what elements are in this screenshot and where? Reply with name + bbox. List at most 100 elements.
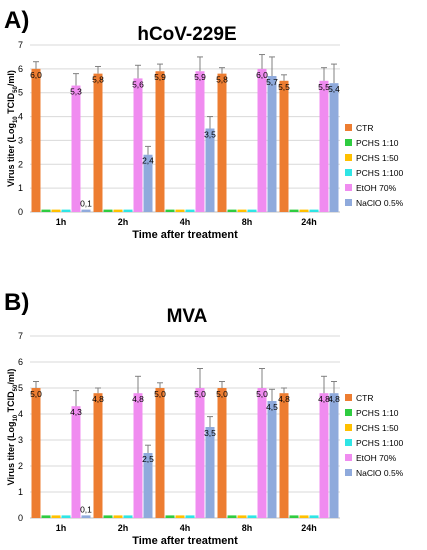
bar xyxy=(61,209,71,212)
x-tick-label: 4h xyxy=(180,523,191,533)
bar xyxy=(205,427,215,518)
data-label: 3,5 xyxy=(204,428,216,438)
bar xyxy=(123,209,133,212)
bar xyxy=(185,209,195,212)
y-tick-label: 0 xyxy=(18,513,23,523)
legend-label: PCHS 1:100 xyxy=(356,168,404,178)
bar xyxy=(175,515,185,518)
data-label: 3,5 xyxy=(204,130,216,140)
bar xyxy=(257,388,267,518)
bar xyxy=(267,76,277,212)
bar xyxy=(155,71,165,212)
bar xyxy=(113,515,123,518)
data-label: 0,1 xyxy=(80,199,92,209)
data-label: 6,0 xyxy=(30,70,42,80)
bar xyxy=(93,73,103,212)
bar xyxy=(103,209,113,212)
bar xyxy=(51,515,61,518)
y-tick-label: 6 xyxy=(18,357,23,367)
bar xyxy=(71,406,81,518)
bar xyxy=(195,388,205,518)
y-tick-label: 0 xyxy=(18,207,23,217)
bar xyxy=(143,154,153,212)
legend-swatch xyxy=(345,394,352,401)
legend-swatch xyxy=(345,124,352,131)
bar xyxy=(299,209,309,212)
bar xyxy=(329,393,339,518)
bar xyxy=(289,515,299,518)
legend-swatch xyxy=(345,469,352,476)
chart-panel-b: B) MVA 0 1 2 3 4 5 6 7 Virus titer (Log10 TCID50/m… xyxy=(4,289,404,547)
legend-label: PCHS 1:100 xyxy=(356,438,404,448)
bar xyxy=(279,80,289,213)
bar xyxy=(41,515,51,518)
bar xyxy=(185,515,195,518)
data-label: 4,8 xyxy=(318,394,330,404)
data-label: 5,5 xyxy=(318,82,330,92)
panel-letter: B) xyxy=(4,289,29,316)
data-label: 4,8 xyxy=(328,394,340,404)
legend-label: CTR xyxy=(356,123,373,133)
bar xyxy=(329,83,339,213)
data-label: 5,3 xyxy=(70,87,82,97)
legend-swatch xyxy=(345,169,352,176)
bar xyxy=(41,209,51,212)
y-tick-label: 3 xyxy=(18,135,23,145)
data-label: 4,5 xyxy=(266,402,278,412)
x-tick-label: 24h xyxy=(301,217,317,227)
bar xyxy=(123,515,133,518)
x-tick-label: 1h xyxy=(56,217,67,227)
legend-swatch xyxy=(345,424,352,431)
legend-swatch xyxy=(345,139,352,146)
y-tick-label: 1 xyxy=(18,183,23,193)
bar xyxy=(31,68,41,212)
bar xyxy=(81,209,91,212)
data-label: 6,0 xyxy=(256,70,268,80)
y-axis-label: Virus titer (Log10 TCID50/ml) xyxy=(6,70,19,187)
bar xyxy=(113,209,123,212)
x-axis-label: Time after treatment xyxy=(132,535,238,547)
bar xyxy=(309,515,319,518)
legend-label: NaClO 0.5% xyxy=(356,468,404,478)
data-label: 5,8 xyxy=(92,75,104,85)
legend-label: EtOH 70% xyxy=(356,183,397,193)
data-label: 4,8 xyxy=(278,394,290,404)
bar xyxy=(247,515,257,518)
bar xyxy=(267,401,277,518)
bar xyxy=(165,515,175,518)
x-tick-label: 8h xyxy=(242,523,253,533)
bar xyxy=(319,393,329,518)
bar xyxy=(247,209,257,212)
x-tick-label: 2h xyxy=(118,523,129,533)
y-tick-label: 2 xyxy=(18,159,23,169)
data-label: 5,9 xyxy=(154,72,166,82)
bar xyxy=(289,209,299,212)
bar xyxy=(81,515,91,518)
bar xyxy=(195,71,205,212)
bar xyxy=(227,209,237,212)
bar xyxy=(155,388,165,518)
legend-label: NaClO 0.5% xyxy=(356,198,404,208)
legend-label: PCHS 1:10 xyxy=(356,138,399,148)
bar xyxy=(31,388,41,518)
x-tick-label: 2h xyxy=(118,217,129,227)
data-label: 5,8 xyxy=(216,75,228,85)
bar xyxy=(279,393,289,518)
bar xyxy=(93,393,103,518)
data-label: 5,7 xyxy=(266,77,278,87)
bar xyxy=(237,515,247,518)
bar xyxy=(103,515,113,518)
bar xyxy=(51,209,61,212)
bar xyxy=(299,515,309,518)
panel-letter: A) xyxy=(4,7,29,34)
bar xyxy=(205,128,215,212)
y-axis-label: Virus titer (Log10 TCID50/ml) xyxy=(6,369,19,486)
y-tick-label: 2 xyxy=(18,461,23,471)
data-label: 0,1 xyxy=(80,504,92,514)
data-label: 4,8 xyxy=(132,394,144,404)
bar xyxy=(61,515,71,518)
legend-swatch xyxy=(345,199,352,206)
y-tick-label: 4 xyxy=(18,112,23,122)
data-label: 4,3 xyxy=(70,407,82,417)
legend-label: PCHS 1:50 xyxy=(356,153,399,163)
